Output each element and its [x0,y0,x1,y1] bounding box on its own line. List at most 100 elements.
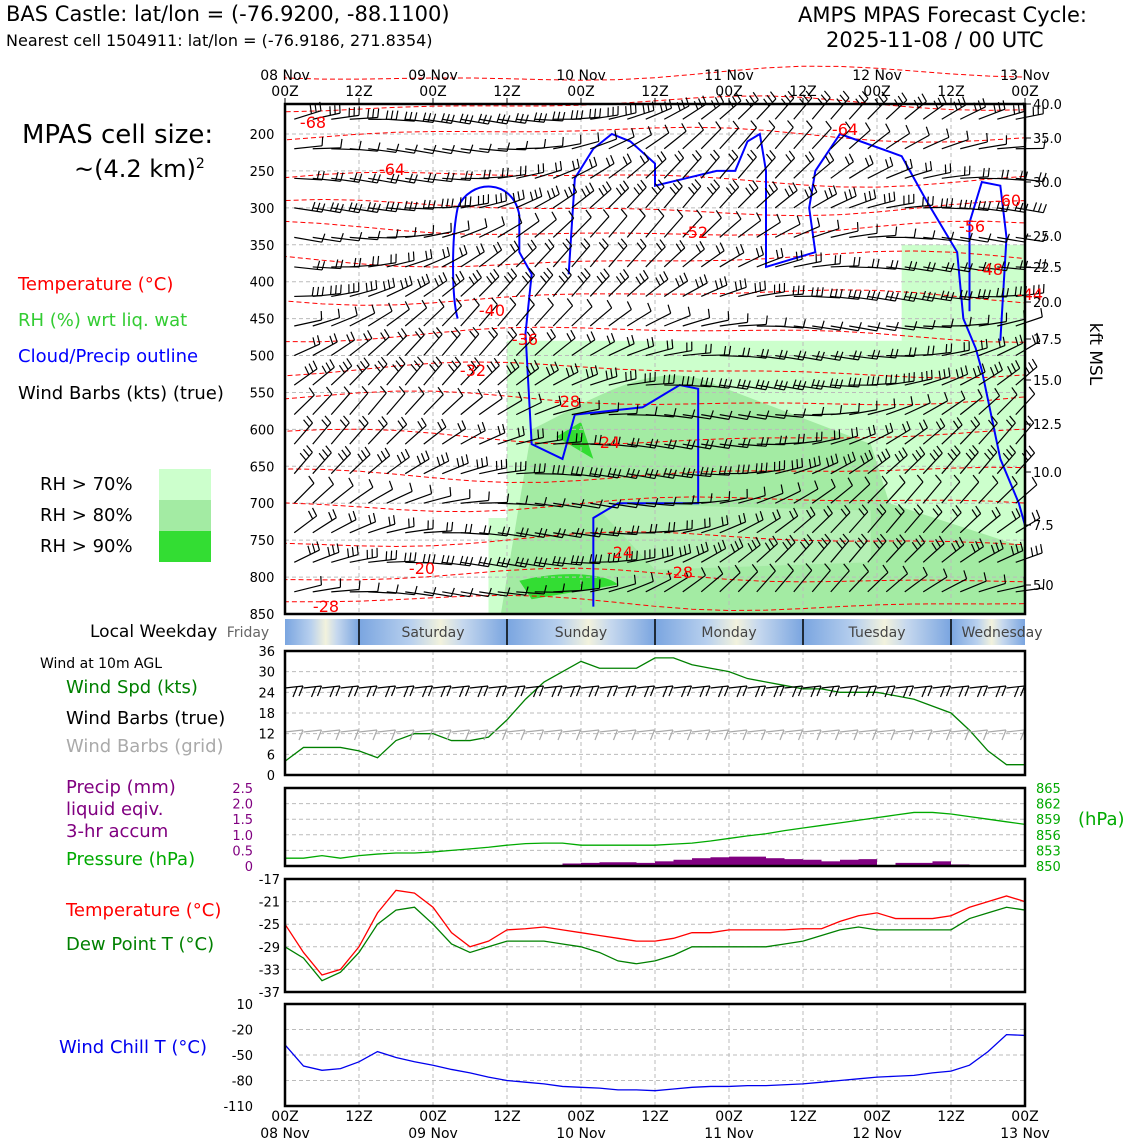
wind-barb-flag [991,415,998,424]
pressure-tick-label: 650 [250,460,275,475]
wind-barb [682,574,706,593]
wind-barb-flag [986,132,989,143]
wind-barb [923,236,952,242]
wind-barb-flag [830,455,834,465]
wind-barb-flag [339,232,344,242]
wind-barb-flag [633,574,637,584]
wind-barb-flag [871,376,875,386]
pressure-line [285,811,1026,859]
wind-barb-flag [617,469,622,479]
wind-barb [645,246,666,268]
wind-barb-flag [390,173,395,183]
wind-barb-flag [747,542,753,552]
wind-barb-flag [942,568,948,578]
wind-barb-flag [698,121,704,131]
wind-barb-flag [510,268,518,277]
wind-barb-flag [1000,202,1005,212]
wind-barb-flag [695,279,700,288]
wind-barb-flag [902,565,909,574]
wind-barb [442,148,470,154]
wind-barb [534,219,557,238]
wind-barb-flag [525,271,532,280]
surface-barb-true [654,685,674,689]
surface-barb-true-flag [816,685,822,697]
wind-barb [830,161,854,179]
wind-barb-flag [691,182,699,191]
wind-barb-flag [358,419,366,428]
surface-barb-grid-flag [520,729,526,741]
wind-barb-flag [454,326,461,335]
wind-barb [793,127,813,150]
surface-barb-grid [932,729,951,733]
wind-barb-flag [1002,452,1010,461]
chill-y-tick-label: 10 [236,998,253,1013]
wind-barb-flag [996,287,1000,297]
wind-barb-flag [713,179,721,188]
wind-barb-flag [717,542,722,552]
wind-barb-flag [990,444,998,453]
top-hour-label: 12Z [641,84,668,100]
wind-barb-flag [325,445,332,454]
surface-barb-grid [654,729,674,733]
wind-barb [330,485,354,504]
wind-barb-flag [932,508,940,517]
wind-barb-flag [524,114,529,124]
wind-barb-flag [577,275,585,284]
wind-barb-flag [938,535,945,544]
wind-barb-flag [631,128,635,137]
surface-barb-grid-flag [631,729,637,741]
wind-barb-flag [839,537,847,546]
wind-barb-flag [973,416,981,425]
wind-barb-flag [943,369,946,379]
legend-cloud: Cloud/Precip outline [18,346,199,367]
wind-barb-flag [522,426,525,436]
wind-barb-flag [688,543,692,553]
wind-barb-flag [797,285,800,295]
wind-barb-flag [546,267,554,276]
surface-barb-true-flag [409,685,415,697]
bottom-hour-label: 12Z [345,1109,372,1125]
wind-barb-flag [721,539,727,549]
temp-y-tick-label: -33 [259,963,280,978]
cloud-outline-3 [968,180,1008,341]
surface-barb-true [525,685,544,689]
wind-barb-flag [688,186,695,195]
wind-barb-flag [501,557,506,567]
wind-barb-flag [617,552,621,562]
surface-barb-true [377,685,396,689]
wind-barb-flag [864,122,871,131]
surface-barb-true-flag [316,685,323,697]
pressure-tick-label: 750 [250,534,275,549]
wind-barb-flag [472,326,480,335]
wind-barb-flag [580,271,588,280]
wind-barb-flag [857,351,862,361]
wind-barb-flag [316,202,321,212]
wind-barb-flag [625,468,631,477]
wind-barb [571,245,591,268]
wind-barb-flag [968,291,973,300]
wind-barb-flag [432,173,437,183]
wind-barb-flag [951,508,959,517]
wind-barb-flag [357,453,364,462]
wind-barb [330,393,351,416]
surface-barb-grid [839,729,859,733]
wind-barb-flag [951,542,957,552]
wind-barb [960,323,989,327]
wind-barb-flag [550,364,555,373]
surface-barb-grid [562,729,581,733]
wind-barb-flag [330,285,332,295]
wind-barb-flag [605,157,611,167]
wind-barb-flag [395,550,398,560]
windchill-label: Wind Chill T (°C) [59,1037,207,1058]
wind-barb-flag [642,104,645,114]
wind-barb-flag [395,143,400,153]
surface-barb-true-flag [890,685,896,697]
wind-barb-flag [321,449,329,457]
surface-barb-grid-flag [834,729,841,741]
surface-barb-grid [987,729,1007,733]
temp-y-tick-label: -21 [259,896,280,911]
bottom-day-label: 08 Nov [260,1126,310,1140]
wind-barb-flag [769,91,777,100]
wind-barb-flag [728,345,732,355]
